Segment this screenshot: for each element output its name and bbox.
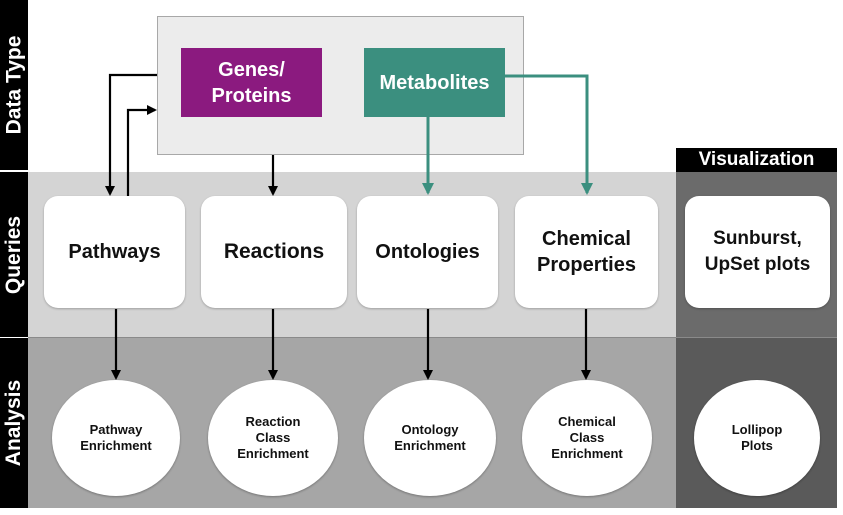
side-label-analysis: Analysis (0, 338, 28, 508)
query-pathways-label: Pathways (68, 240, 161, 263)
visualization-sunburst-upset-label: Sunburst, UpSet plots (704, 228, 811, 275)
analysis-reaction-class-enrichment: Reaction Class Enrichment (208, 380, 338, 496)
side-label-analysis-text: Analysis (2, 379, 26, 467)
query-pathways: Pathways (44, 196, 185, 308)
query-ontologies-label: Ontologies (375, 240, 480, 263)
side-label-data-type: Data Type (0, 0, 28, 170)
visualization-lollipop-plots: Lollipop Plots (694, 380, 820, 496)
analysis-chemical-class-enrichment-label: Chemical Class Enrichment (551, 414, 623, 461)
analysis-chemical-class-enrichment: Chemical Class Enrichment (522, 380, 652, 496)
visualization-lollipop-plots-label: Lollipop Plots (731, 422, 783, 453)
analysis-reaction-class-enrichment-label: Reaction Class Enrichment (237, 414, 309, 461)
side-label-data-type-text: Data Type (2, 35, 25, 135)
visualization-header-text: Visualization (698, 149, 815, 170)
analysis-ontology-enrichment: Ontology Enrichment (364, 380, 496, 496)
query-ontologies: Ontologies (357, 196, 498, 308)
analysis-ontology-enrichment-label: Ontology Enrichment (394, 422, 466, 453)
side-label-queries: Queries (0, 172, 28, 337)
query-chemical-properties: Chemical Properties (515, 196, 658, 308)
side-label-queries-text: Queries (2, 215, 25, 294)
analysis-pathway-enrichment: Pathway Enrichment (52, 380, 180, 496)
analysis-pathway-enrichment-label: Pathway Enrichment (80, 422, 152, 453)
visualization-header: Visualization (676, 148, 837, 172)
genes-proteins-box: Genes/ Proteins (181, 48, 322, 117)
band-divider (28, 337, 837, 338)
query-chemical-properties-label: Chemical Properties (537, 228, 636, 276)
query-reactions: Reactions (201, 196, 347, 308)
metabolites-box: Metabolites (364, 48, 505, 117)
visualization-sunburst-upset: Sunburst, UpSet plots (685, 196, 830, 308)
query-reactions-label: Reactions (223, 240, 325, 263)
